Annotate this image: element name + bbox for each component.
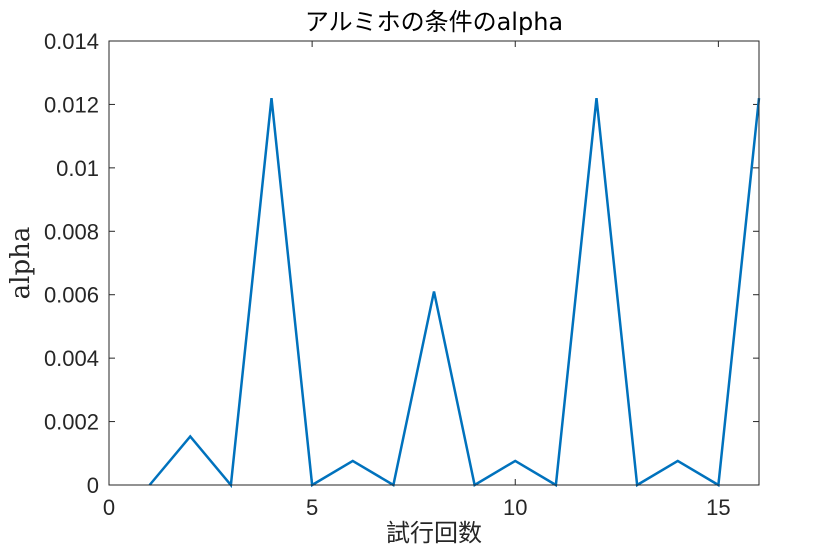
y-tick-label: 0.006 bbox=[44, 283, 99, 308]
y-tick-label: 0.012 bbox=[44, 92, 99, 117]
series-layer bbox=[148, 97, 761, 489]
chart-title: アルミホの条件のalpha bbox=[305, 8, 563, 36]
series-line bbox=[148, 97, 761, 489]
y-tick-label: 0.008 bbox=[44, 219, 99, 244]
y-tick-label: 0 bbox=[87, 473, 99, 498]
plot-area bbox=[109, 41, 759, 485]
y-tick-label: 0.01 bbox=[56, 156, 99, 181]
tick-labels: 0 5 10 15 0 0.002 0.004 0.006 0.008 0.01 0.012 0.01… bbox=[44, 29, 731, 520]
plot-frame bbox=[108, 40, 760, 486]
y-tick-label: 0.014 bbox=[44, 29, 99, 54]
y-tick-label: 0.004 bbox=[44, 346, 99, 371]
x-tick-label: 10 bbox=[503, 495, 527, 520]
y-tick-label: 0.002 bbox=[44, 410, 99, 435]
x-tick-label: 0 bbox=[103, 495, 115, 520]
y-axis-label: alpha bbox=[6, 227, 36, 300]
x-tick-label: 5 bbox=[306, 495, 318, 520]
x-axis-label: 試行回数 bbox=[386, 519, 482, 545]
x-tick-label: 15 bbox=[706, 495, 730, 520]
